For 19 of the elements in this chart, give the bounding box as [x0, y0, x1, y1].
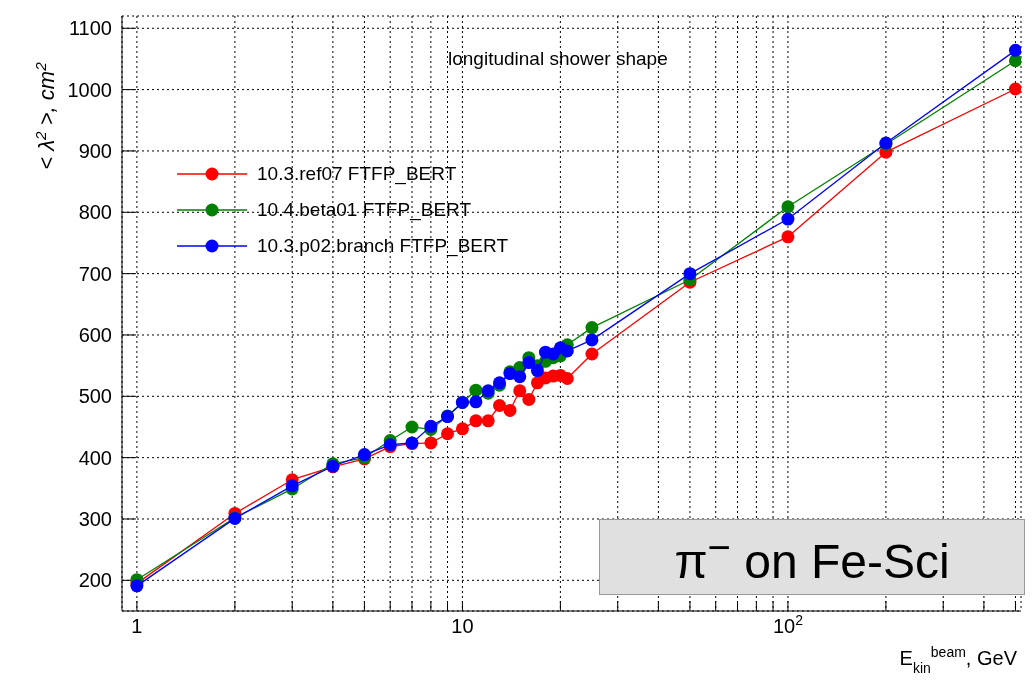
annotation: longitudinal shower shape: [448, 48, 668, 70]
annotation: π$^{−}$ on Fe-Sci: [674, 525, 950, 589]
legend-label: 10.4.beta01 FTFP_BERT: [257, 198, 472, 223]
y-tick-label: 800: [78, 201, 112, 224]
y-tick-label: 1000: [67, 78, 112, 101]
y-tick-label: 600: [78, 323, 112, 346]
y-tick-label: 700: [78, 262, 112, 285]
x-axis-title: E$_{kin}$$^{beam}$, GeV: [899, 644, 1018, 676]
y-tick-label: 500: [78, 385, 112, 408]
y-tick-label: 200: [78, 569, 112, 592]
y-tick-label: 400: [78, 446, 112, 469]
y-tick-label: 300: [78, 507, 112, 530]
legend-label: 10.3.ref07 FTFP_BERT: [257, 162, 457, 187]
y-tick-label: 1100: [68, 17, 112, 40]
x-tick-label: 1: [131, 615, 143, 637]
x-tick-label: 10: [451, 615, 474, 637]
x-tick-label: 10$^{2}$: [772, 612, 804, 637]
y-tick-label: 900: [78, 139, 112, 162]
legend-label: 10.3.p02.branch FTFP_BERT: [257, 234, 508, 259]
